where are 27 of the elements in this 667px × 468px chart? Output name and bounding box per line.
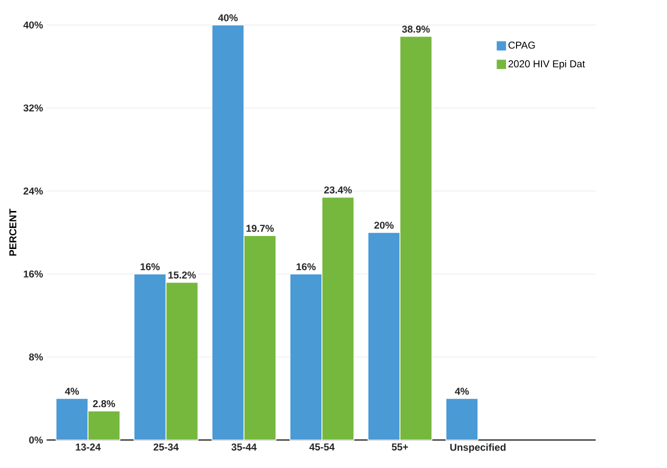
legend-label: 2020 HIV Epi Dat: [508, 60, 585, 70]
y-axis-title: PERCENT: [9, 208, 16, 256]
data-label: 2.8%: [92, 400, 116, 408]
data-label: 16%: [140, 263, 160, 270]
data-label: 16%: [296, 263, 316, 270]
y-tick-label: 16%: [24, 270, 43, 278]
x-tick-label: 13-24: [76, 444, 101, 451]
y-tick-label: 8%: [29, 353, 43, 361]
data-label: 15.2%: [168, 272, 196, 279]
data-label: 40%: [218, 14, 238, 22]
x-tick-label: 55+: [392, 444, 408, 450]
data-label: 19.7%: [246, 224, 274, 232]
x-tick-label: 35-44: [231, 444, 257, 451]
data-label: 4%: [64, 388, 79, 395]
x-tick-label: Unspecified: [450, 444, 506, 453]
x-tick-label: 25-34: [154, 444, 179, 451]
data-label: 20%: [374, 222, 394, 229]
data-label: 23.4%: [324, 186, 352, 194]
x-tick-label: 45-54: [309, 444, 335, 450]
data-label: 38.9%: [402, 26, 430, 33]
y-tick-label: 32%: [23, 104, 43, 112]
y-tick-label: 24%: [24, 187, 43, 195]
bar: [446, 398, 478, 440]
y-tick-label: 40%: [23, 21, 43, 29]
y-tick-label: 0%: [29, 436, 43, 444]
data-label: 4%: [454, 388, 469, 395]
legend-label: CPAG: [508, 42, 535, 49]
